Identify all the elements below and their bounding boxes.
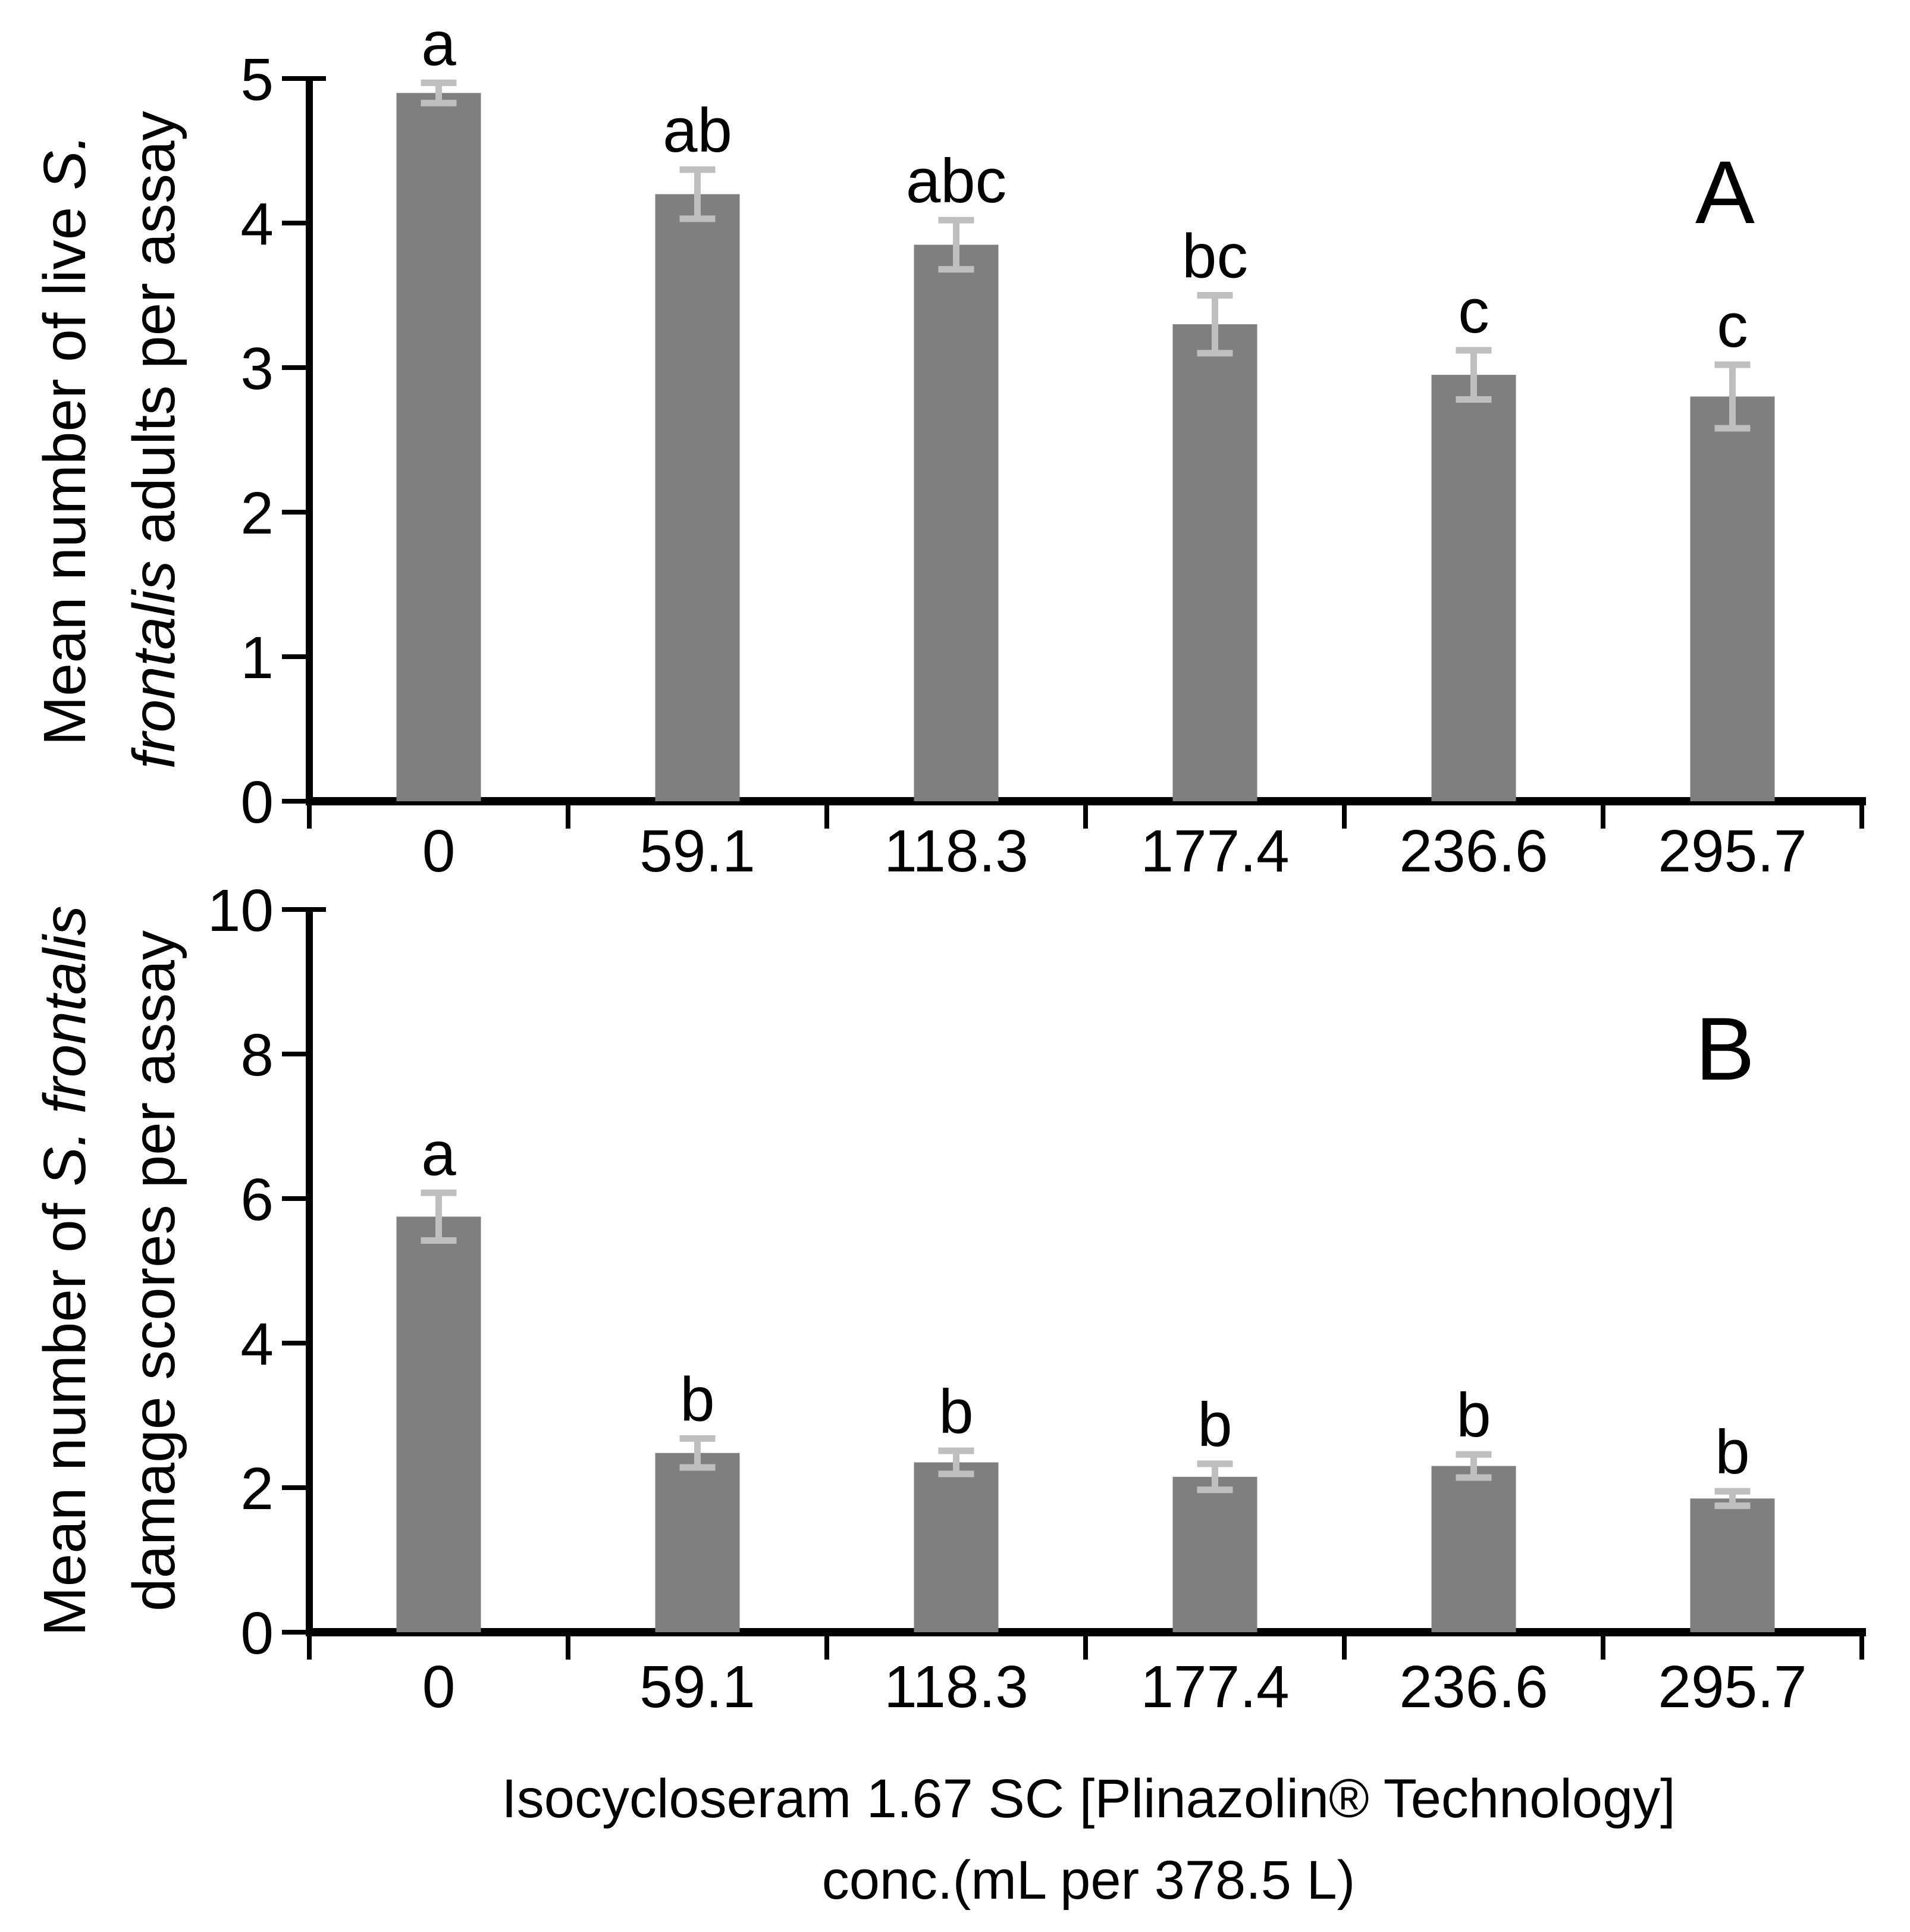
x-tick-label: 118.3 [884,818,1028,885]
sig-letter: b [939,1377,973,1447]
y-tick-label: 2 [240,480,274,547]
y-tick-label: 2 [240,1456,274,1522]
bar [1690,396,1775,801]
panel-a-letter: A [1695,142,1755,242]
y-axis-label-line: frontalis adults per assay [121,111,187,769]
x-tick-label: 236.6 [1399,1654,1548,1720]
y-axis-label-line: Mean number of live S. [32,134,98,745]
y-axis-label-line: damage scores per assay [121,930,187,1611]
bar [1172,324,1257,801]
bar [396,93,481,801]
x-axis-title-line-2: conc.(mL per 378.5 L) [822,1850,1356,1911]
bar [655,1453,740,1632]
y-tick-label: 5 [240,46,274,113]
bar [1172,1476,1257,1632]
x-tick-label: 295.7 [1658,818,1806,885]
sig-letter: ab [663,96,732,165]
x-axis-title-line-1: Isocycloseram 1.67 SC [Plinazolin® Techn… [501,1768,1676,1829]
sig-letter: b [680,1365,714,1434]
x-tick-label: 118.3 [884,1654,1028,1720]
sig-letter: a [421,9,456,79]
y-tick-label: 3 [240,335,274,402]
sig-letter: c [1717,291,1748,360]
panel-b: 0 2 4 6 8 10 a 0 b 59.1 b 118.3 b 177.4 b 236.6 b 295.7 Me… [32,877,1866,1720]
y-tick-label: 6 [240,1166,274,1233]
sig-letter: b [1715,1417,1749,1487]
sig-letter: b [1197,1390,1232,1460]
x-tick-label: 59.1 [639,818,755,885]
bar [1431,1466,1516,1632]
x-tick-label: 0 [422,818,456,885]
y-tick-label: 0 [240,1600,274,1667]
bar [1431,375,1516,801]
x-tick-label: 59.1 [639,1654,755,1720]
sig-letter: abc [906,146,1006,216]
bar [1690,1498,1775,1632]
sig-letter: c [1458,277,1489,346]
y-tick-label: 4 [240,191,274,258]
panel-a: 0 1 2 3 4 5 a 0 ab 59.1 abc 118.3 bc 177.4 c 236.6 c 295.… [32,9,1866,885]
x-tick-label: 295.7 [1658,1654,1806,1720]
bar [655,194,740,801]
x-tick-label: 0 [422,1654,456,1720]
y-tick-label: 8 [240,1022,274,1089]
sig-letter: b [1456,1381,1491,1450]
y-tick-label: 0 [240,769,274,836]
x-tick-label: 236.6 [1399,818,1548,885]
bar [914,244,999,801]
panel-b-letter: B [1695,999,1755,1099]
bar [914,1462,999,1632]
y-tick-label: 10 [208,877,274,944]
bar [396,1216,481,1632]
sig-letter: bc [1182,222,1248,291]
sig-letter: a [421,1119,456,1188]
y-axis-label-line: Mean number of S. frontalis [32,905,98,1636]
x-tick-label: 177.4 [1140,818,1289,885]
x-tick-label: 177.4 [1140,1654,1289,1720]
y-tick-label: 1 [240,625,274,691]
y-tick-label: 4 [240,1311,274,1378]
